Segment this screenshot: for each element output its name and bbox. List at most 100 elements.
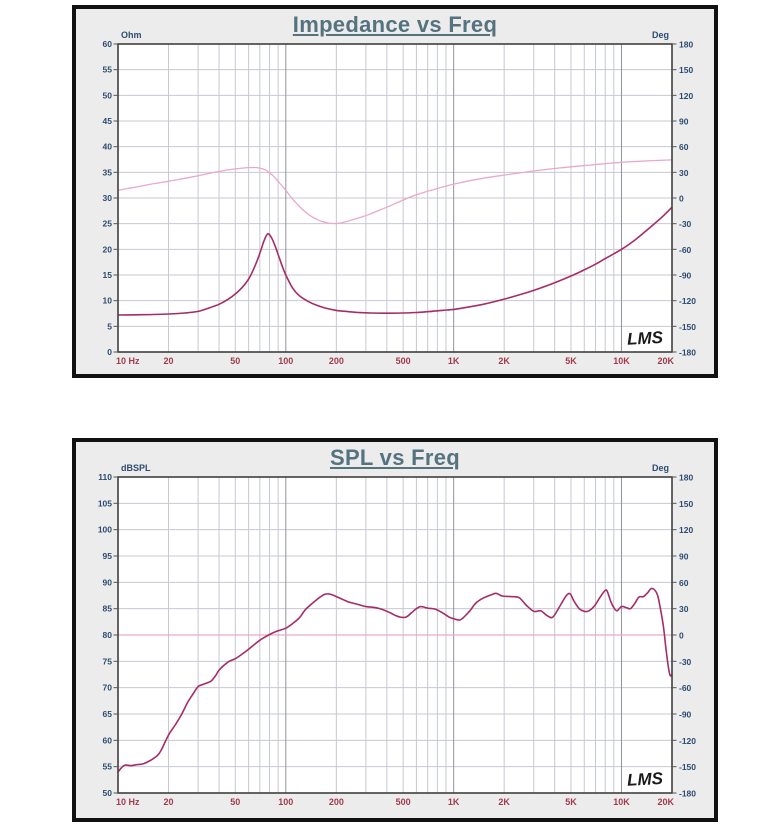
svg-text:90: 90: [679, 552, 689, 562]
svg-text:20K: 20K: [657, 356, 674, 366]
svg-text:20: 20: [164, 797, 174, 807]
svg-text:180: 180: [679, 40, 693, 50]
svg-text:1K: 1K: [448, 797, 460, 807]
svg-text:15: 15: [103, 270, 113, 280]
svg-text:5K: 5K: [565, 797, 577, 807]
svg-text:10K: 10K: [613, 356, 630, 366]
svg-text:10 Hz: 10 Hz: [116, 356, 140, 366]
left-axis-labels: 0 5 10 15 20 25 30 35 40 45 50 55 60: [103, 39, 118, 357]
spl-series: [118, 587, 672, 773]
impedance-curve: [118, 206, 672, 316]
svg-text:50: 50: [230, 797, 240, 807]
svg-text:95: 95: [103, 551, 113, 561]
svg-text:35: 35: [103, 167, 113, 177]
svg-text:-150: -150: [679, 762, 696, 772]
right-axis-unit: Deg: [652, 30, 669, 40]
svg-text:-30: -30: [679, 219, 692, 229]
svg-text:1K: 1K: [448, 356, 460, 366]
svg-text:120: 120: [679, 525, 693, 535]
svg-text:500: 500: [396, 356, 411, 366]
svg-text:65: 65: [103, 709, 113, 719]
svg-text:90: 90: [679, 117, 689, 127]
right-axis-labels: 180 150 120 90 60 30 0 -30 -60 -90 -120 -150 -180: [672, 473, 696, 799]
svg-text:200: 200: [329, 797, 344, 807]
svg-text:5: 5: [107, 321, 112, 331]
svg-text:500: 500: [396, 797, 411, 807]
svg-text:-120: -120: [679, 296, 696, 306]
svg-text:85: 85: [103, 604, 113, 614]
lms-watermark: LMS: [627, 769, 664, 790]
svg-text:180: 180: [679, 473, 693, 483]
svg-text:100: 100: [98, 525, 112, 535]
svg-text:60: 60: [103, 39, 113, 49]
svg-text:0: 0: [679, 194, 684, 204]
svg-text:0: 0: [107, 347, 112, 357]
svg-text:25: 25: [103, 219, 113, 229]
svg-text:10 Hz: 10 Hz: [116, 797, 140, 807]
svg-text:-90: -90: [679, 710, 692, 720]
svg-text:30: 30: [103, 193, 113, 203]
svg-text:30: 30: [679, 168, 689, 178]
left-axis-labels: 50 55 60 65 70 75 80 85 90 95 100 105 110: [98, 472, 118, 798]
svg-text:0: 0: [679, 631, 684, 641]
svg-text:45: 45: [103, 116, 113, 126]
svg-text:20: 20: [103, 244, 113, 254]
svg-text:50: 50: [103, 788, 113, 798]
spl-curve: [118, 587, 672, 773]
svg-text:-90: -90: [679, 271, 692, 281]
impedance-series: [118, 159, 672, 316]
axis-unit-labels: Ohm Deg: [121, 30, 669, 40]
svg-text:200: 200: [329, 356, 344, 366]
spl-chart-title: SPL vs Freq: [329, 445, 461, 470]
spl-chart-canvas: 50 55 60 65 70 75 80 85 90 95 100 105 110 180 150 120 90…: [76, 442, 714, 818]
svg-text:-30: -30: [679, 657, 692, 667]
svg-text:105: 105: [98, 498, 112, 508]
x-axis-labels: 10 Hz 20 50 100 200 500 1K 2K 5K 10K 20K: [116, 797, 674, 807]
svg-text:50: 50: [103, 90, 113, 100]
svg-text:60: 60: [679, 578, 689, 588]
svg-text:110: 110: [98, 472, 112, 482]
svg-text:-120: -120: [679, 736, 696, 746]
svg-text:100: 100: [278, 356, 293, 366]
left-axis-unit: Ohm: [121, 30, 142, 40]
left-axis-unit: dBSPL: [121, 463, 151, 473]
grid: [118, 43, 672, 353]
svg-text:-60: -60: [679, 683, 692, 693]
svg-text:150: 150: [679, 499, 693, 509]
phase-curve: [118, 159, 672, 225]
spl-chart-panel: SPL vs Freq 50 55 60 65 70 75 80 85 90 95 100 105 11…: [72, 438, 718, 822]
svg-text:2K: 2K: [498, 797, 510, 807]
svg-text:10: 10: [103, 296, 113, 306]
svg-text:-180: -180: [679, 348, 696, 358]
svg-text:2K: 2K: [498, 356, 510, 366]
svg-text:75: 75: [103, 656, 113, 666]
svg-text:-150: -150: [679, 322, 696, 332]
axis-unit-labels: dBSPL Deg: [121, 463, 669, 473]
svg-text:-180: -180: [679, 789, 696, 799]
svg-text:120: 120: [679, 91, 693, 101]
svg-text:55: 55: [103, 762, 113, 772]
lms-watermark: LMS: [627, 328, 664, 349]
svg-text:100: 100: [278, 797, 293, 807]
svg-text:5K: 5K: [565, 356, 577, 366]
right-axis-labels: 180 150 120 90 60 30 0 -30 -60 -90 -120 -150 -180: [672, 40, 696, 358]
svg-text:90: 90: [103, 577, 113, 587]
svg-text:10K: 10K: [613, 797, 630, 807]
svg-text:60: 60: [679, 142, 689, 152]
impedance-chart-title: Impedance vs Freq: [292, 12, 498, 37]
svg-text:70: 70: [103, 683, 113, 693]
svg-text:40: 40: [103, 142, 113, 152]
svg-text:20K: 20K: [657, 797, 674, 807]
svg-text:150: 150: [679, 65, 693, 75]
spl-plot-svg: 50 55 60 65 70 75 80 85 90 95 100 105 110 180 150 120 90…: [98, 463, 696, 807]
svg-text:30: 30: [679, 604, 689, 614]
svg-text:20: 20: [164, 356, 174, 366]
svg-text:-60: -60: [679, 245, 692, 255]
impedance-chart-panel: Impedance vs Freq 0 5 10 15 20 25 30 35 40 45 50 55…: [72, 5, 718, 378]
x-axis-labels: 10 Hz 20 50 100 200 500 1K 2K 5K 10K 20K: [116, 356, 674, 366]
impedance-chart-canvas: 0 5 10 15 20 25 30 35 40 45 50 55 60 180 150 120 90 60 30 0…: [76, 9, 714, 374]
svg-text:55: 55: [103, 65, 113, 75]
right-axis-unit: Deg: [652, 463, 669, 473]
